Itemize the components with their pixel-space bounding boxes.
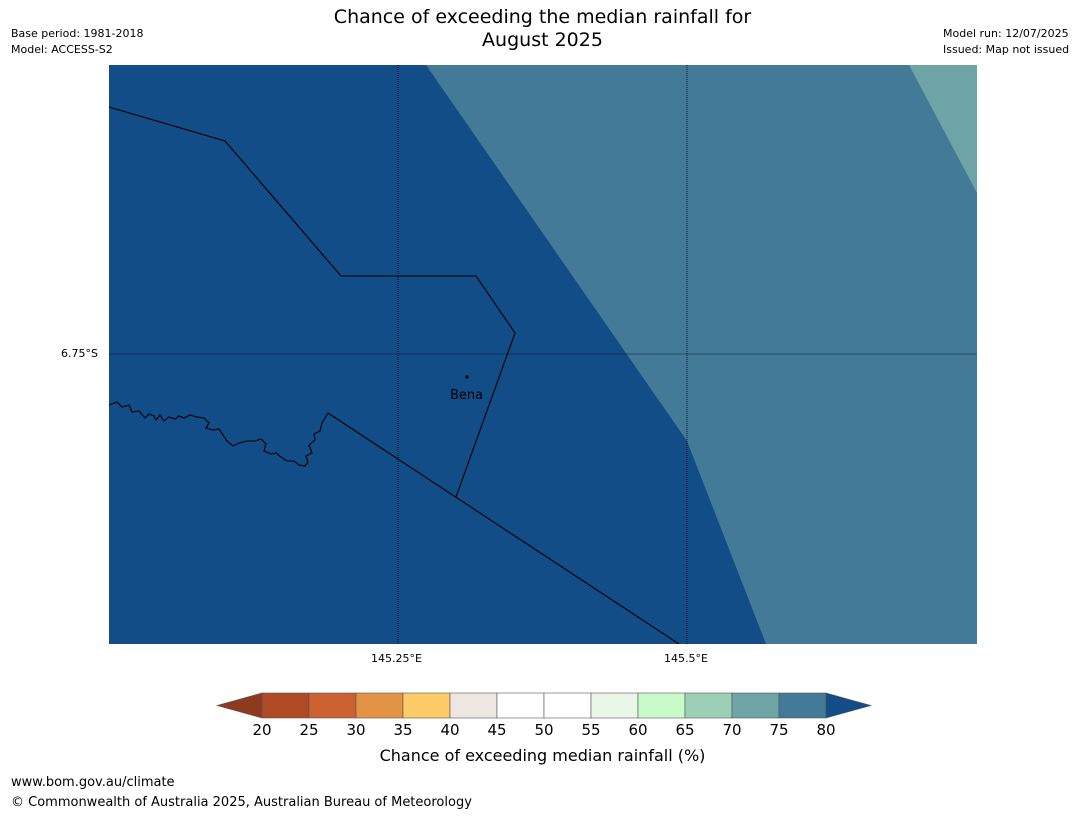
colorbar-swatch (684, 692, 733, 719)
colorbar-tick-label: 60 (628, 721, 647, 739)
colorbar-swatch (261, 692, 310, 719)
map-title: Chance of exceeding the median rainfall … (0, 6, 1085, 52)
colorbar-swatch (355, 692, 404, 719)
region-70-75 (909, 65, 977, 193)
forecast-map (109, 65, 977, 644)
colorbar-tick-label: 40 (440, 721, 459, 739)
colorbar-swatch (543, 692, 592, 719)
colorbar: 20 25 30 35 40 45 50 55 60 65 70 75 80 (215, 692, 873, 739)
colorbar-tick-label: 45 (487, 721, 506, 739)
title-line-1: Chance of exceeding the median rainfall … (333, 6, 752, 28)
colorbar-tick-label: 20 (252, 721, 271, 739)
copyright-notice: © Commonwealth of Australia 2025, Austra… (11, 795, 472, 810)
base-period: Base period: 1981-2018 (11, 27, 144, 40)
lat-tick-label: 6.75°S (61, 347, 98, 360)
colorbar-high-extend (825, 692, 873, 719)
colorbar-tick-label: 65 (675, 721, 694, 739)
colorbar-tick-label: 25 (299, 721, 318, 739)
colorbar-swatch (308, 692, 357, 719)
province-boundary-south (327, 412, 680, 644)
region-75-80 (426, 65, 977, 644)
meta-right: Model run: 12/07/2025 Issued: Map not is… (943, 26, 1069, 58)
colorbar-tick-label: 75 (769, 721, 788, 739)
colorbar-label: Chance of exceeding median rainfall (%) (379, 746, 706, 765)
colorbar-swatch (402, 692, 451, 719)
colorbar-low-extend (215, 692, 263, 719)
lon-tick-label-145-5: 145.5°E (664, 652, 708, 665)
bena-town-marker (465, 375, 469, 379)
lon-tick-label-145-25: 145.25°E (371, 652, 422, 665)
province-boundary-west (109, 106, 516, 498)
colorbar-swatch (731, 692, 780, 719)
title-line-2: August 2025 (482, 29, 603, 51)
issued-status: Issued: Map not issued (943, 43, 1070, 56)
colorbar-tick-label: 70 (722, 721, 741, 739)
colorbar-swatch (496, 692, 545, 719)
model-name: Model: ACCESS-S2 (11, 43, 113, 56)
bena-label: Bena (450, 388, 484, 403)
model-run: Model run: 12/07/2025 (943, 27, 1069, 40)
colorbar-tick-label: 50 (534, 721, 553, 739)
coastline (109, 401, 329, 467)
colorbar-tick-label: 30 (346, 721, 365, 739)
colorbar-swatch (637, 692, 686, 719)
colorbar-swatch (449, 692, 498, 719)
colorbar-tick-label: 55 (581, 721, 600, 739)
colorbar-swatch (590, 692, 639, 719)
colorbar-tick-label: 80 (816, 721, 835, 739)
bom-url[interactable]: www.bom.gov.au/climate (11, 775, 175, 790)
meta-left: Base period: 1981-2018 Model: ACCESS-S2 (11, 26, 143, 58)
colorbar-tick-label: 35 (393, 721, 412, 739)
colorbar-swatch (778, 692, 827, 719)
